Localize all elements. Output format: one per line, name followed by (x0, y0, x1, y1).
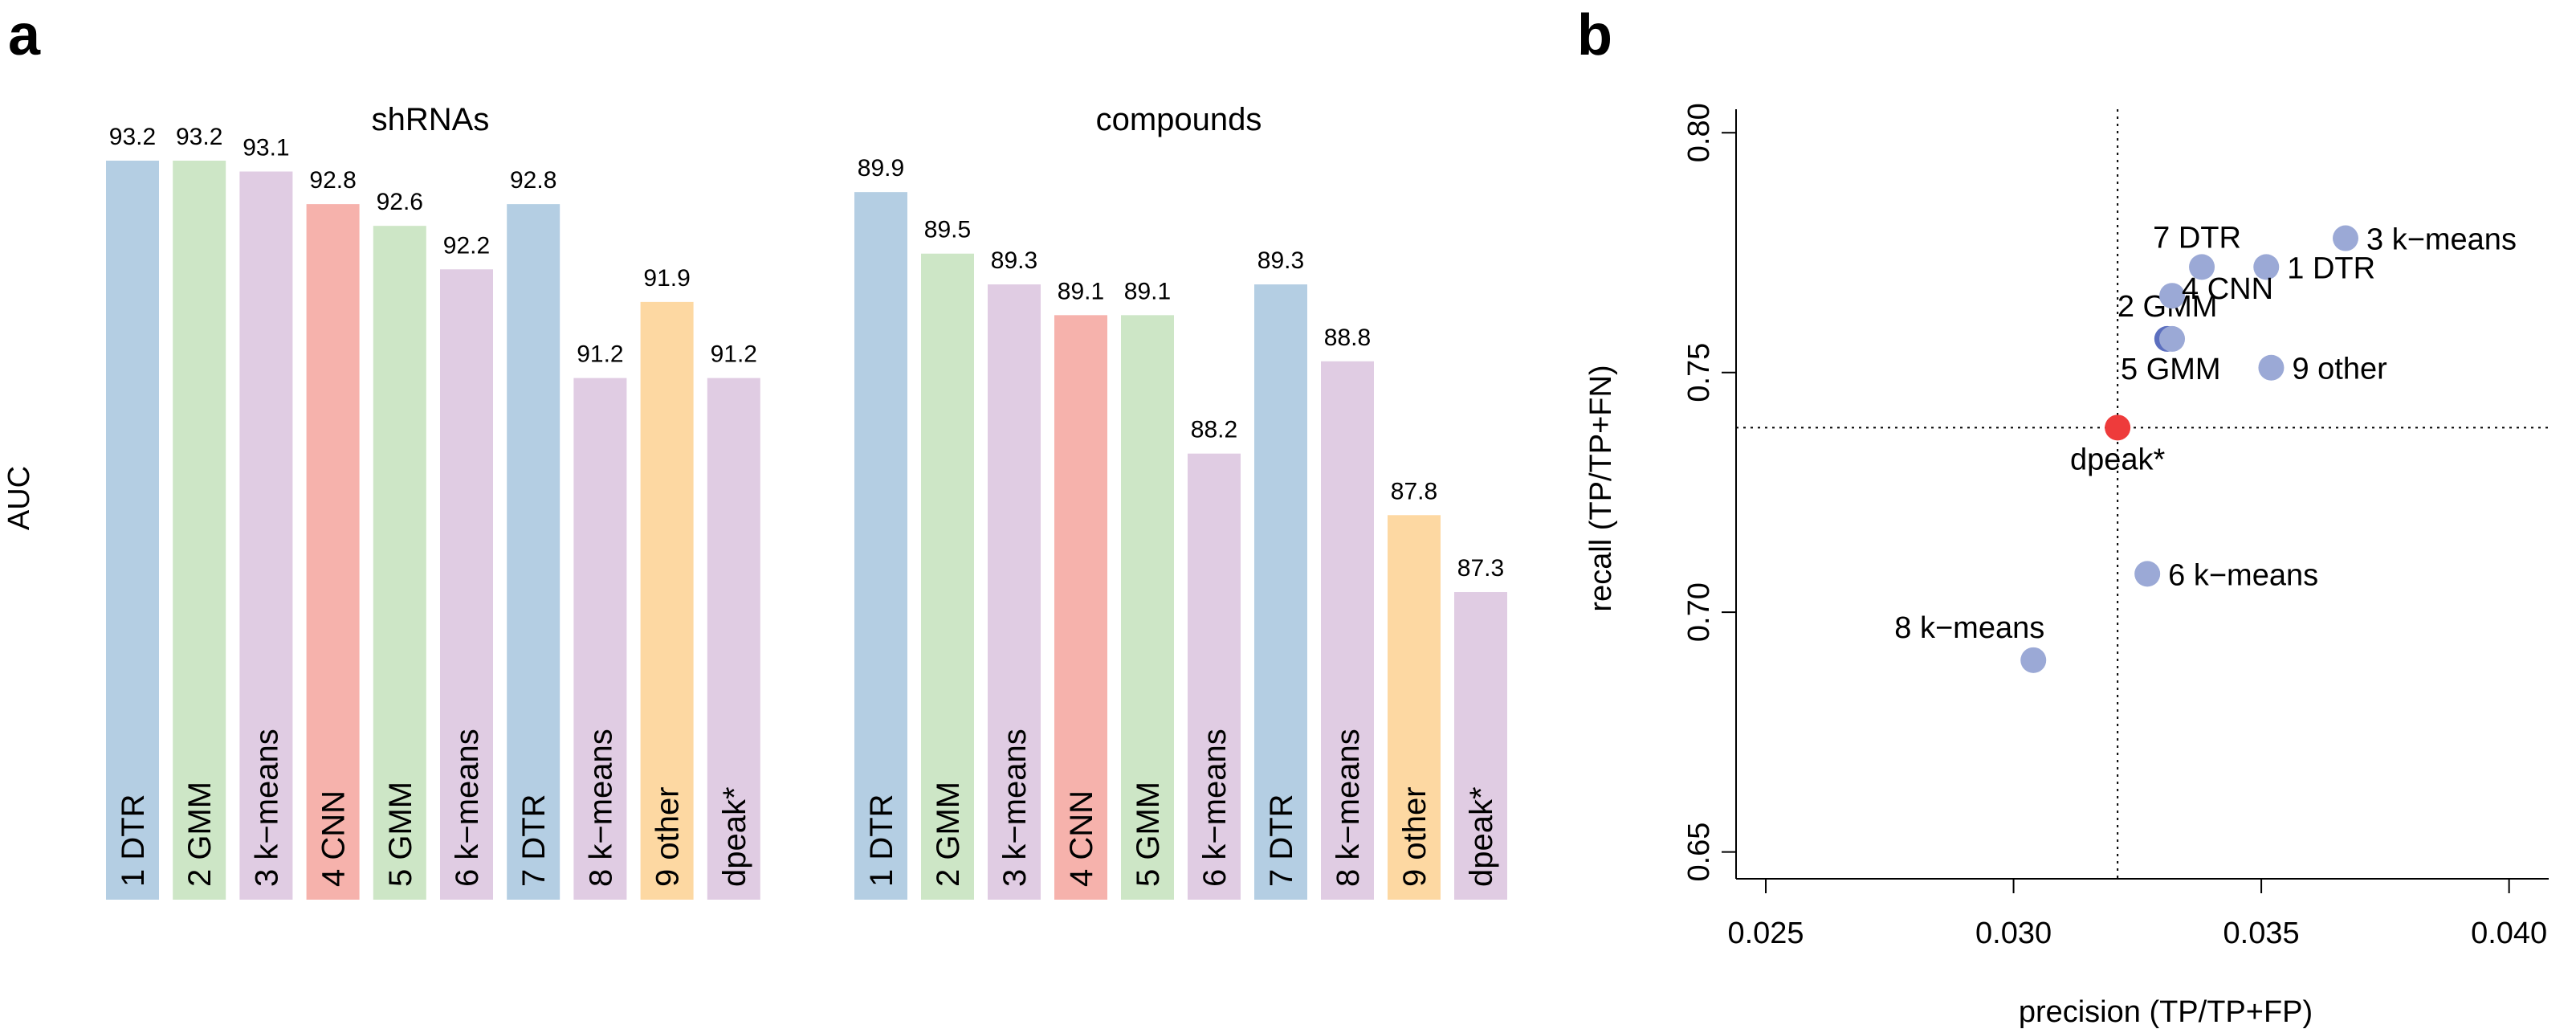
shrna-value-label-6-k-means: 92.2 (443, 232, 490, 259)
scatter-point-label-8-k-means: 8 k−means (1894, 611, 2044, 645)
scatter-point-label-9-other: 9 other (2292, 353, 2387, 386)
scatter-x-tick-label: 0.025 (1727, 917, 1804, 950)
shrna-value-label-4-cnn: 92.8 (309, 167, 356, 194)
scatter-point-label-dpeak: dpeak* (2070, 443, 2166, 476)
scatter-point-label-3-k-means: 3 k−means (2366, 223, 2517, 257)
scatter-point-label-7-dtr: 7 DTR (2153, 221, 2241, 255)
scatter-point-dpeak (2105, 414, 2131, 441)
scatter-point-1-dtr (2253, 254, 2280, 280)
compounds-value-label-3-k-means: 89.3 (991, 247, 1037, 274)
shrna-value-label-9-other: 91.9 (643, 265, 690, 292)
shrna-bar-5-gmm (373, 226, 426, 900)
shrna-bar-1-dtr (106, 161, 159, 900)
compounds-category-label-7-dtr: 7 DTR (1264, 794, 1299, 887)
scatter-point-4-cnn (2159, 283, 2186, 309)
shrna-category-label-4-cnn: 4 CNN (316, 790, 352, 887)
compounds-bar-chart: compounds 89.9 1 DTR 89.5 2 GMM 89.3 3 k−mean… (854, 102, 1507, 900)
shrna-category-label-dpeak: dpeak* (717, 786, 752, 887)
scatter-x-tick-label: 0.040 (2471, 917, 2547, 950)
panel-letter-b: b (1577, 3, 1612, 67)
scatter-point-7-dtr (2189, 254, 2215, 280)
shrna-category-label-7-dtr: 7 DTR (516, 794, 552, 887)
compounds-value-label-5-gmm: 89.1 (1124, 278, 1171, 304)
shrna-value-label-1-dtr: 93.2 (109, 124, 156, 150)
compounds-value-label-2-gmm: 89.5 (924, 217, 971, 243)
compounds-bar-6-k-means (1188, 453, 1241, 900)
scatter-y-tick-label: 0.80 (1682, 103, 1716, 162)
shrna-value-label-5-gmm: 92.6 (377, 189, 423, 215)
compounds-bar-7-dtr (1254, 284, 1307, 900)
compounds-category-label-3-k-means: 3 k−means (997, 729, 1033, 887)
scatter-point-6-k-means (2134, 561, 2161, 587)
compounds-value-label-4-cnn: 89.1 (1058, 278, 1104, 304)
compounds-category-label-9-other: 9 other (1397, 786, 1433, 887)
compounds-value-label-dpeak: 87.3 (1457, 555, 1504, 582)
shrna-category-label-9-other: 9 other (650, 786, 686, 887)
shrna-value-label-3-k-means: 93.1 (243, 135, 289, 161)
compounds-value-label-7-dtr: 89.3 (1257, 247, 1304, 274)
compounds-category-label-2-gmm: 2 GMM (931, 782, 966, 887)
compounds-category-label-4-cnn: 4 CNN (1064, 790, 1099, 887)
compounds-bar-9-other (1388, 515, 1441, 900)
shrna-category-label-6-k-means: 6 k−means (450, 729, 485, 887)
shrna-value-label-7-dtr: 92.8 (510, 167, 556, 194)
shrna-bar-chart: shRNAs 93.2 1 DTR 93.2 2 GMM 93.1 3 k−means 92… (106, 102, 760, 900)
shrna-value-label-8-k-means: 91.2 (577, 341, 623, 368)
compounds-value-label-9-other: 87.8 (1391, 478, 1437, 504)
compounds-bar-8-k-means (1321, 361, 1374, 900)
shrna-category-label-3-k-means: 3 k−means (249, 729, 284, 887)
scatter-x-axis-title: precision (TP/TP+FP) (2019, 995, 2313, 1029)
shrna-category-label-2-gmm: 2 GMM (182, 782, 218, 887)
shrna-category-label-8-k-means: 8 k−means (583, 729, 618, 887)
scatter-point-9-other (2258, 354, 2285, 381)
shrna-category-label-1-dtr: 1 DTR (116, 794, 151, 887)
compounds-category-label-8-k-means: 8 k−means (1331, 729, 1366, 887)
scatter-point-label-6-k-means: 6 k−means (2168, 558, 2318, 592)
compounds-value-label-8-k-means: 88.8 (1324, 325, 1371, 351)
compounds-bar-5-gmm (1121, 315, 1174, 900)
compounds-category-label-dpeak: dpeak* (1464, 786, 1499, 887)
scatter-point-label-5-gmm: 5 GMM (2121, 353, 2221, 386)
scatter-point-3-k-means (2333, 225, 2358, 251)
shrna-bar-6-k-means (440, 269, 493, 900)
compounds-category-label-5-gmm: 5 GMM (1131, 782, 1166, 887)
shrna-bar-3-k-means (239, 171, 293, 900)
shrna-category-label-5-gmm: 5 GMM (383, 782, 418, 887)
shrna-bar-7-dtr (507, 204, 560, 900)
compounds-category-label-1-dtr: 1 DTR (864, 794, 899, 887)
shrna-bar-4-cnn (306, 204, 360, 900)
compounds-value-label-6-k-means: 88.2 (1191, 417, 1237, 443)
shrna-bar-9-other (640, 301, 694, 900)
compounds-bar-2-gmm (921, 253, 974, 900)
shrna-bar-dpeak (707, 378, 760, 900)
scatter-point-label-1-dtr: 1 DTR (2287, 251, 2375, 285)
shrna-value-label-2-gmm: 93.2 (176, 124, 222, 150)
scatter-x-tick-label: 0.030 (1975, 917, 2052, 950)
shrna-bar-8-k-means (573, 378, 627, 900)
panel-letter-a: a (8, 3, 41, 67)
compounds-chart-title: compounds (1096, 102, 1262, 137)
compounds-bar-dpeak (1454, 592, 1507, 900)
scatter-y-axis-title: recall (TP/TP+FN) (1584, 365, 1618, 611)
scatter-x-tick-label: 0.035 (2223, 917, 2300, 950)
compounds-bar-1-dtr (854, 192, 907, 900)
auc-axis-title: AUC (2, 466, 36, 530)
scatter-y-tick-label: 0.70 (1682, 582, 1716, 642)
scatter-y-tick-label: 0.65 (1682, 823, 1716, 882)
shrna-chart-title: shRNAs (372, 102, 490, 137)
shrna-value-label-dpeak: 91.2 (711, 341, 757, 368)
scatter-y-tick-label: 0.75 (1682, 343, 1716, 402)
scatter-point-8-k-means (2020, 647, 2047, 673)
compounds-value-label-1-dtr: 89.9 (858, 155, 904, 182)
compounds-category-label-6-k-means: 6 k−means (1197, 729, 1233, 887)
compounds-bar-4-cnn (1054, 315, 1107, 900)
compounds-bar-3-k-means (988, 284, 1041, 900)
shrna-bar-2-gmm (173, 161, 226, 900)
precision-recall-scatter: precision (TP/TP+FP) recall (TP/TP+FN) 0… (1584, 103, 2549, 1029)
scatter-point-5-gmm (2159, 325, 2186, 352)
